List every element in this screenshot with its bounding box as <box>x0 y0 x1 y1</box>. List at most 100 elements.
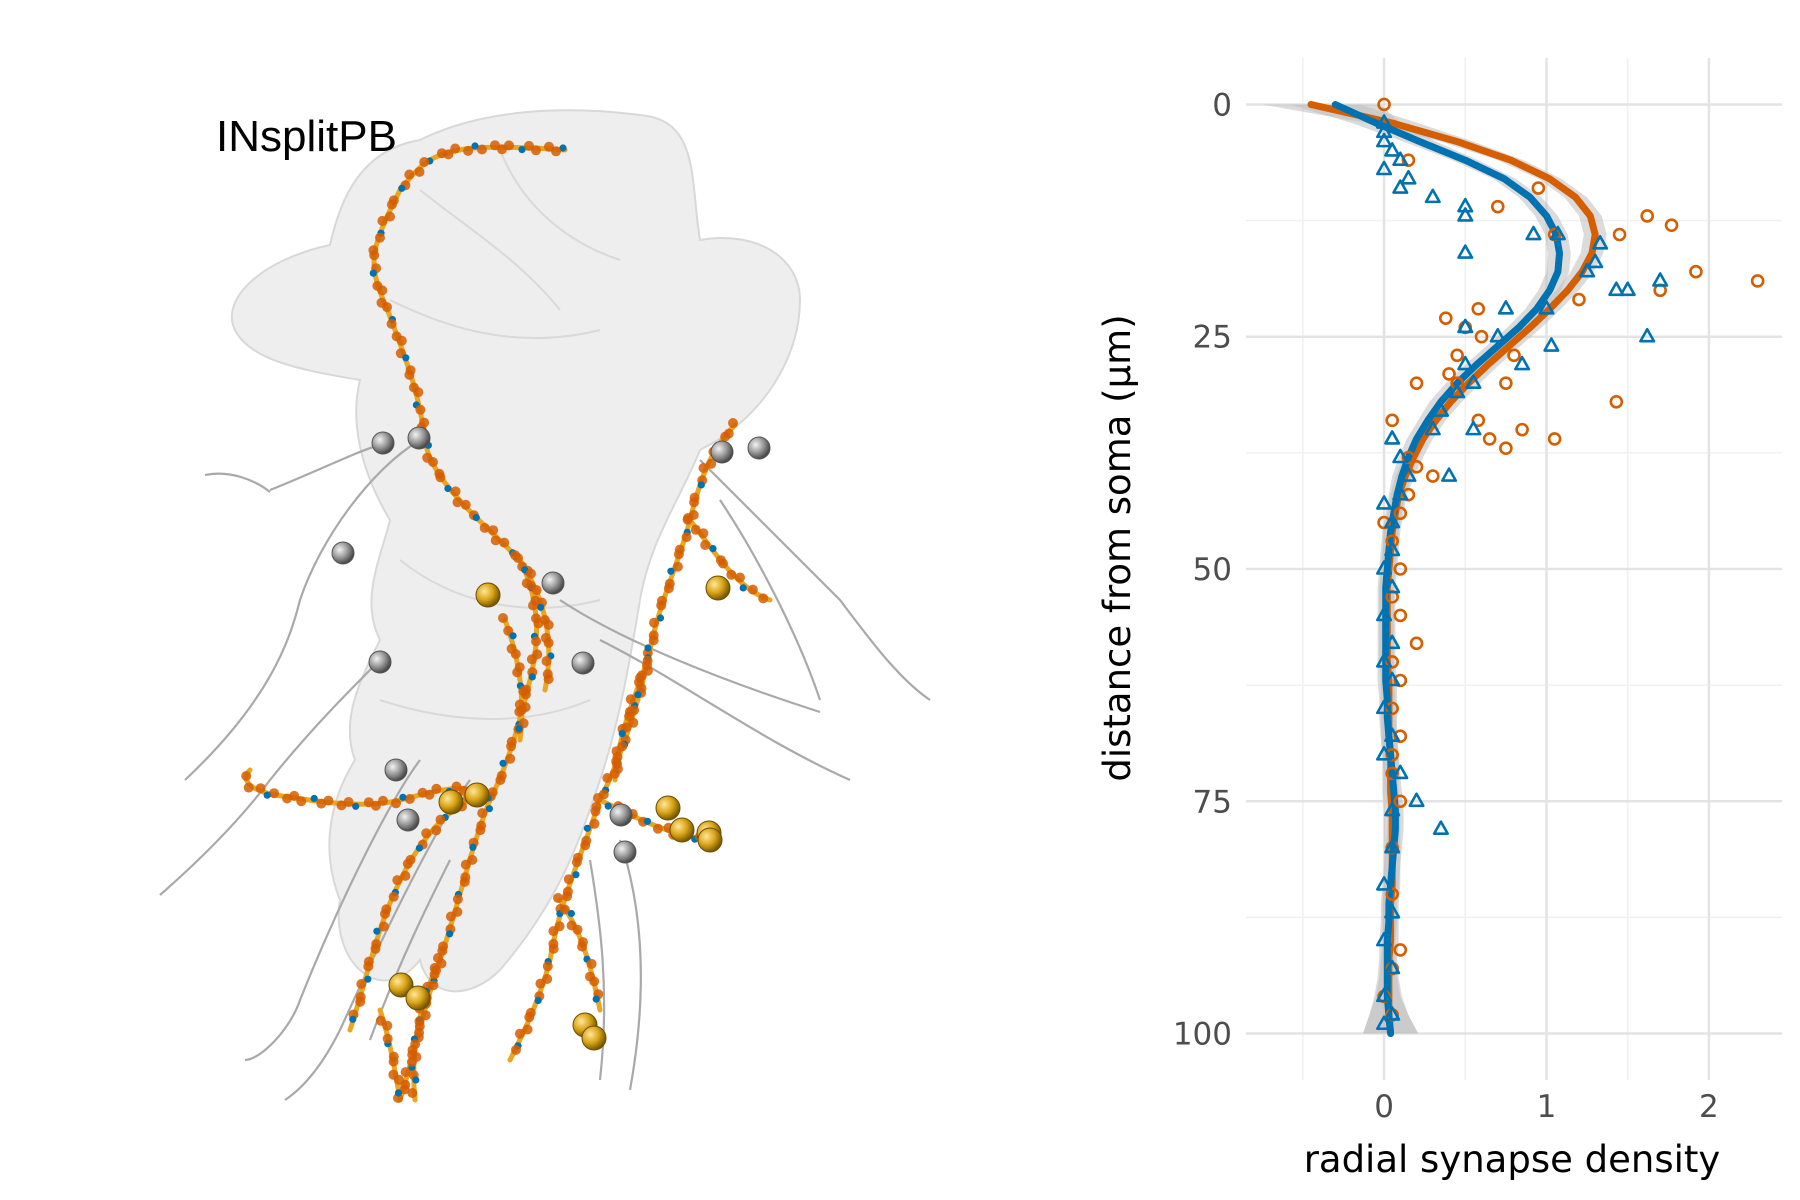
synapse-dot-blue <box>472 514 480 522</box>
point-b <box>1457 355 1474 371</box>
soma-ball-gold <box>388 972 414 998</box>
x-axis-title: radial synapse density <box>1304 1138 1721 1181</box>
synapse-dot-blue <box>534 996 542 1005</box>
synapse-dot-orange <box>404 794 415 804</box>
point-b <box>1392 485 1409 501</box>
point-b <box>1592 235 1609 250</box>
synapse-dot-orange <box>589 976 600 987</box>
point-b <box>1376 160 1393 176</box>
point-a <box>1409 636 1424 651</box>
synapse-dot-orange <box>531 636 542 647</box>
point-a <box>1689 264 1703 279</box>
soma-ball-gold <box>705 575 731 601</box>
density-plot: 0 1 2 0 25 50 75 100 radial synapse density dis… <box>1096 58 1782 1181</box>
synapse-dot-orange <box>380 908 390 919</box>
point-b <box>1392 448 1409 464</box>
synapse-dot-orange <box>392 875 403 886</box>
synapse-dot-orange <box>681 532 692 543</box>
point-b <box>1538 300 1555 315</box>
synapse-dot-orange <box>624 711 635 722</box>
point-a <box>1490 199 1505 214</box>
synapse-dot-orange <box>663 583 674 594</box>
point-a <box>1482 432 1497 446</box>
synapse-dot-orange <box>672 561 683 572</box>
synapse-dot-orange <box>452 894 463 905</box>
synapse-dot-blue <box>499 759 507 767</box>
point-a <box>1750 274 1765 288</box>
synapse-dot-orange <box>512 667 523 678</box>
point-a <box>1377 515 1391 530</box>
point-b <box>1376 653 1393 668</box>
point-a <box>1377 97 1391 112</box>
synapse-dot-orange <box>452 497 463 508</box>
synapse-dot-orange <box>548 943 559 954</box>
synapse-dot-orange <box>495 775 506 785</box>
synapse-dot-orange <box>370 943 381 954</box>
synapse-dot-orange <box>451 781 462 792</box>
point-a <box>1393 562 1408 576</box>
synapse-dot-orange <box>460 859 471 870</box>
soma-ball-gray <box>384 758 408 782</box>
synapse-dot-orange <box>404 369 415 380</box>
synapse-dot-blue <box>364 975 372 983</box>
point-a <box>1499 441 1513 456</box>
synapse-dot-orange <box>445 911 456 922</box>
synapse-dot-orange <box>475 825 486 836</box>
synapse-dot-orange <box>559 904 570 915</box>
y-tick-label: 50 <box>1193 552 1232 588</box>
point-b <box>1465 420 1482 436</box>
synapse-dot-orange <box>612 764 623 774</box>
synapse-dot-orange <box>580 840 591 851</box>
point-b <box>1384 727 1401 743</box>
point-b <box>1424 188 1441 204</box>
synapse-dot-blue <box>310 794 318 803</box>
y-axis-title: distance from soma (μm) <box>1096 314 1139 781</box>
soma-ball-gray <box>331 541 355 565</box>
point-b <box>1525 225 1542 241</box>
data-points <box>1376 97 1765 1031</box>
point-a <box>1409 459 1424 474</box>
synapse-dot-orange <box>419 157 430 167</box>
point-b <box>1384 838 1401 854</box>
synapse-dot-orange <box>511 1044 521 1055</box>
point-b <box>1400 467 1417 482</box>
point-a <box>1385 748 1399 762</box>
point-a <box>1401 487 1416 502</box>
point-b <box>1424 420 1441 436</box>
synapse-dot-orange <box>435 814 446 825</box>
soma-ball-gray <box>747 436 771 460</box>
synapse-dot-orange <box>378 921 389 932</box>
synapse-dot-orange <box>700 540 711 550</box>
synapse-dot-orange <box>477 808 488 819</box>
cell-bodies <box>331 426 771 1051</box>
synapse-dot-orange <box>386 199 397 210</box>
synapse-dot-orange <box>477 144 487 155</box>
y-tick-label: 75 <box>1193 784 1232 820</box>
point-b <box>1543 337 1560 352</box>
synapse-dot-orange <box>296 796 307 807</box>
synapse-dot-orange <box>382 1033 393 1044</box>
synapse-dot-orange <box>577 941 588 952</box>
point-b <box>1384 959 1401 975</box>
point-b <box>1384 578 1401 594</box>
point-a <box>1640 209 1654 223</box>
point-b <box>1376 132 1393 148</box>
synapse-dot-orange <box>431 783 442 794</box>
synapse-dot-orange <box>518 686 529 697</box>
synapse-dot-orange <box>611 746 622 757</box>
synapse-dot-blue <box>349 1015 357 1023</box>
point-b <box>1549 225 1566 241</box>
point-b <box>1376 746 1393 761</box>
synapse-dot-blue <box>634 691 642 699</box>
point-a <box>1609 394 1624 409</box>
synapse-dot-orange <box>421 828 432 839</box>
synapse-dot-orange <box>363 961 374 972</box>
synapse-dot-orange <box>386 318 397 329</box>
synapse-dot-orange <box>571 857 582 868</box>
synapse-dot-orange <box>544 141 554 152</box>
synapse-dot-orange <box>355 996 366 1007</box>
synapse-dot-blue <box>412 1076 420 1084</box>
point-a <box>1393 673 1408 688</box>
point-a <box>1385 766 1399 781</box>
soma-ball-gray <box>710 440 734 464</box>
